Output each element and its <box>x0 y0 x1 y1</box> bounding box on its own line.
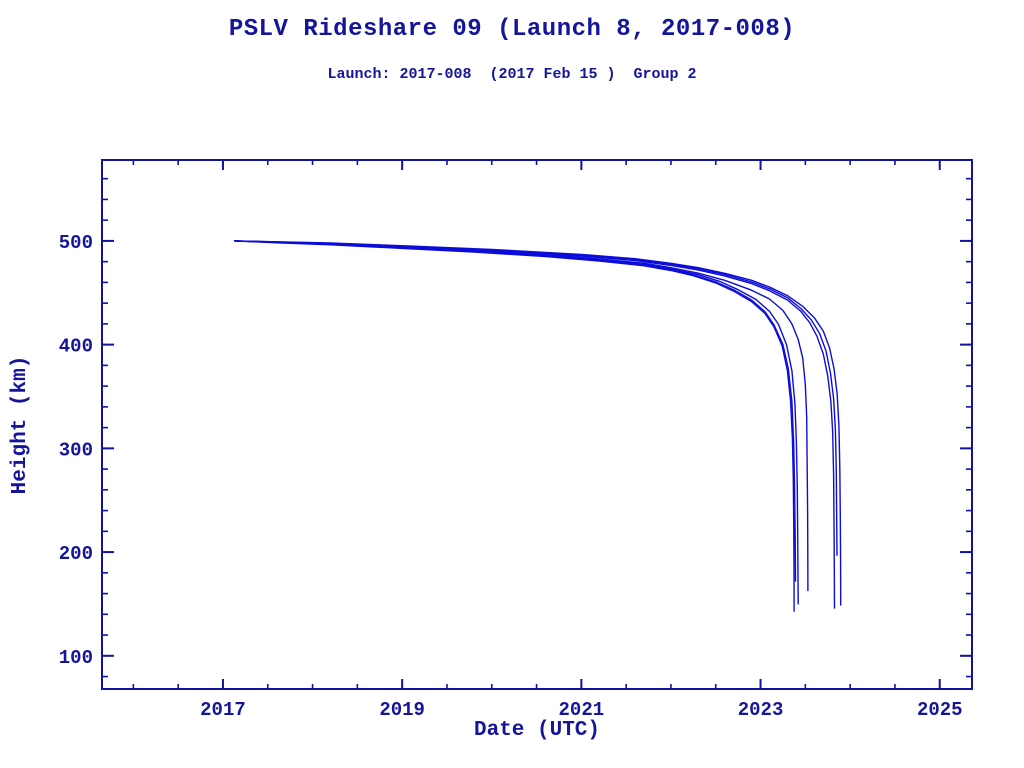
plot-frame <box>101 159 973 690</box>
y-tick-label: 200 <box>59 543 93 565</box>
x-tick-label: 2017 <box>200 699 246 721</box>
x-tick-label: 2025 <box>917 699 963 721</box>
decay-curve-sat-5 <box>233 240 836 609</box>
decay-curve-sat-1 <box>233 240 795 612</box>
x-tick-label: 2023 <box>738 699 784 721</box>
x-tick-label: 2021 <box>559 699 605 721</box>
chart-subtitle: Launch: 2017-008 (2017 Feb 15 ) Group 2 <box>327 66 697 83</box>
x-axis-label: Date (UTC) <box>473 719 601 742</box>
y-tick-label: 400 <box>59 336 93 358</box>
y-tick-label: 100 <box>59 647 93 669</box>
y-tick-label: 300 <box>59 439 93 461</box>
x-tick-label: 2019 <box>379 699 425 721</box>
decay-curve-sat-4 <box>233 240 809 592</box>
chart-title: PSLV Rideshare 09 (Launch 8, 2017-008) <box>228 16 796 43</box>
decay-curve-sat-3 <box>233 240 799 605</box>
y-tick-label: 500 <box>59 232 93 254</box>
decay-curve-sat-7 <box>233 240 842 606</box>
decay-curve-sat-2 <box>233 240 797 582</box>
